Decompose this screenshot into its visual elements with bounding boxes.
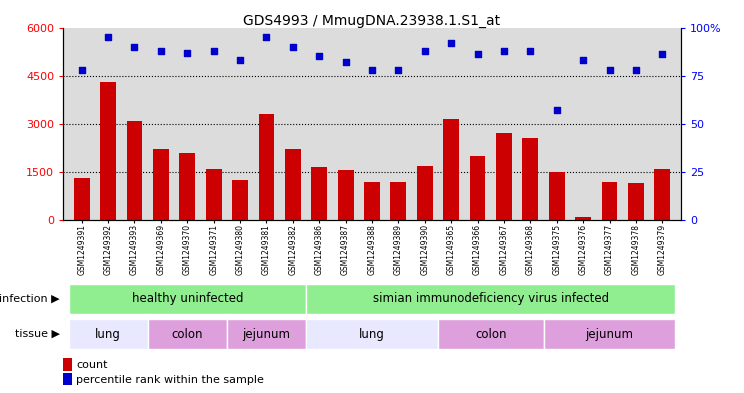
Point	[656, 51, 668, 58]
Point	[340, 59, 352, 65]
Point	[208, 48, 219, 54]
Point	[577, 57, 589, 63]
Bar	[544, 319, 676, 349]
Point	[472, 51, 484, 58]
Point	[603, 67, 615, 73]
Bar	[602, 182, 618, 220]
Point	[445, 40, 457, 46]
Bar	[417, 165, 433, 220]
Text: colon: colon	[475, 327, 507, 341]
Point	[419, 48, 431, 54]
Bar	[522, 138, 538, 220]
Bar	[232, 180, 248, 220]
Point	[366, 67, 378, 73]
Bar	[153, 149, 169, 220]
Text: tissue ▶: tissue ▶	[15, 329, 60, 339]
Bar	[496, 133, 512, 220]
Bar	[311, 167, 327, 220]
Bar	[443, 119, 459, 220]
Bar	[68, 319, 148, 349]
Point	[76, 67, 88, 73]
Bar	[549, 172, 565, 220]
Bar	[258, 114, 275, 220]
Bar	[306, 319, 438, 349]
Bar	[438, 319, 544, 349]
Bar	[68, 284, 306, 314]
Bar	[364, 182, 380, 220]
Point	[525, 48, 536, 54]
Point	[182, 50, 193, 56]
Bar	[179, 152, 195, 220]
Point	[392, 67, 404, 73]
Point	[260, 34, 272, 40]
Point	[155, 48, 167, 54]
Point	[551, 107, 562, 114]
Point	[102, 34, 114, 40]
Bar	[285, 149, 301, 220]
Point	[498, 48, 510, 54]
Text: percentile rank within the sample: percentile rank within the sample	[76, 375, 264, 386]
Bar	[227, 319, 306, 349]
Bar	[628, 183, 644, 220]
Bar	[148, 319, 227, 349]
Bar	[338, 170, 353, 220]
Bar	[469, 156, 486, 220]
Point	[287, 44, 299, 50]
Text: count: count	[76, 360, 107, 370]
Bar	[575, 217, 591, 220]
Bar	[306, 284, 676, 314]
Text: lung: lung	[359, 327, 385, 341]
Text: jejunum: jejunum	[243, 327, 290, 341]
Bar	[126, 121, 142, 220]
Bar	[655, 169, 670, 220]
Text: jejunum: jejunum	[586, 327, 633, 341]
Bar	[391, 182, 406, 220]
Text: healthy uninfected: healthy uninfected	[132, 292, 243, 305]
Point	[234, 57, 246, 63]
Bar	[206, 169, 222, 220]
Text: lung: lung	[95, 327, 121, 341]
Text: infection ▶: infection ▶	[0, 294, 60, 304]
Text: GDS4993 / MmugDNA.23938.1.S1_at: GDS4993 / MmugDNA.23938.1.S1_at	[243, 14, 501, 28]
Point	[630, 67, 642, 73]
Point	[313, 53, 325, 59]
Text: colon: colon	[172, 327, 203, 341]
Bar	[74, 178, 89, 220]
Text: simian immunodeficiency virus infected: simian immunodeficiency virus infected	[373, 292, 609, 305]
Bar	[100, 82, 116, 220]
Point	[129, 44, 141, 50]
